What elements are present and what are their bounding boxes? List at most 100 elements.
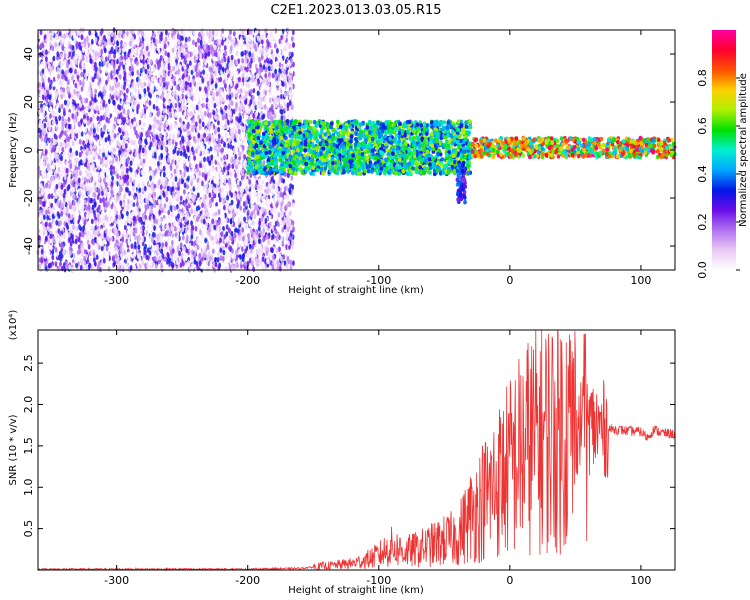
spectrogram-cell: [286, 86, 290, 93]
spectrogram-cell: [67, 116, 71, 123]
spectrogram-cell: [47, 244, 51, 250]
figure-title: C2E1.2023.013.03.05.R15: [270, 3, 441, 18]
spectrogram-cell: [103, 60, 106, 67]
spectrogram-cell: [83, 176, 87, 183]
spectrogram-cell: [144, 170, 148, 177]
spectrogram-cell: [217, 99, 221, 106]
spectrogram-cell: [235, 50, 239, 57]
spectrogram-cell: [147, 51, 151, 57]
spectrogram-cell: [233, 199, 237, 206]
spectrogram-cell: [149, 31, 153, 37]
spectrogram-cell: [92, 114, 95, 120]
spectrogram-cell: [91, 104, 94, 111]
spectrogram-cell: [292, 42, 295, 48]
spectrogram-cell: [197, 37, 200, 44]
spectrogram-cell: [202, 149, 206, 156]
spectrogram-cell: [222, 91, 226, 98]
spectrogram-cell: [262, 227, 266, 234]
spectrogram-cell: [135, 50, 139, 57]
spectrogram-cell: [218, 151, 222, 158]
spectrogram-cell: [136, 146, 139, 153]
spectrogram-cell: [174, 102, 178, 109]
spectrogram-cell: [103, 90, 106, 97]
spectrogram-cell: [280, 73, 284, 79]
spectrogram-cell: [273, 81, 276, 87]
spectrogram-cell: [171, 139, 175, 145]
spectrogram-cell: [67, 123, 71, 130]
spectrogram-cell: [149, 112, 152, 118]
spectrogram-cell: [284, 50, 288, 57]
spectrogram-cell: [146, 64, 150, 70]
spectrogram-cell: [148, 100, 152, 106]
spectrogram-cell: [171, 239, 174, 246]
spectrogram-cell: [240, 125, 244, 132]
spectrogram-cell: [118, 74, 122, 80]
spectrogram-cell: [125, 54, 129, 61]
spectrogram-cell: [288, 210, 292, 216]
spectrogram-cell: [220, 138, 224, 145]
spectrogram-cell: [204, 263, 208, 270]
spectrogram-cell: [49, 245, 53, 251]
spectrogram-cell: [254, 230, 258, 236]
spectrogram-cell: [208, 112, 212, 118]
spectrogram-cell: [103, 176, 106, 183]
spectrogram-cell: [221, 255, 225, 262]
spectrogram-cell: [154, 263, 158, 269]
spectrogram-cell: [69, 84, 72, 91]
spectrogram-cell: [200, 218, 204, 224]
spectrogram-cell: [99, 237, 102, 244]
spectrogram-cell: [67, 72, 70, 79]
spectrogram-cell: [172, 53, 175, 60]
spectrogram-cell: [168, 180, 172, 187]
spectrogram-cell: [57, 146, 61, 153]
spectrogram-cell: [88, 185, 92, 192]
spectrogram-cell: [184, 36, 188, 43]
spectrogram-cell: [292, 61, 295, 68]
spectrogram-cell: [128, 136, 132, 143]
spectrogram-cell: [54, 261, 58, 267]
spectrogram-cell: [264, 28, 268, 34]
spectrogram-cell: [122, 75, 126, 82]
spectrogram-cell: [204, 110, 207, 117]
spectrogram-cell: [213, 102, 217, 109]
spectrogram-cell: [184, 153, 188, 159]
spectrogram-cell: [268, 72, 271, 78]
spectrogram-cell: [192, 125, 196, 131]
spectrogram-cell: [252, 266, 256, 273]
spectrogram-cell: [146, 32, 150, 39]
spectrogram-cell: [168, 146, 172, 153]
spectrogram-cell: [201, 172, 205, 178]
spectrogram-cell: [88, 30, 92, 36]
spectrogram-cell: [205, 128, 208, 134]
spectrogram-cell: [186, 166, 190, 173]
spectrogram-cell: [169, 44, 173, 51]
spectrogram-cell: [58, 115, 62, 121]
spectrogram-cell: [237, 219, 241, 226]
spectrogram-cell: [164, 59, 168, 65]
spectrogram-cell: [194, 41, 198, 48]
spectrogram-cell: [262, 264, 265, 271]
spectrogram-cell: [244, 223, 248, 230]
spectrogram-cell: [251, 220, 255, 226]
spectrogram-cell: [192, 29, 196, 36]
spectrogram-cell: [59, 142, 63, 148]
spectrogram-cell: [73, 119, 76, 125]
spectrogram-cell: [94, 88, 98, 95]
spectrogram-cell: [281, 49, 284, 55]
spectrogram-cell: [98, 61, 102, 67]
spectrogram-cell: [164, 50, 168, 57]
spectrogram-cell: [274, 74, 277, 80]
spectrogram-cell: [67, 179, 70, 185]
spectrogram-cell: [173, 225, 177, 232]
spectrogram-cell: [153, 151, 157, 158]
spectrogram-cell: [198, 170, 202, 176]
spectrogram-cell: [234, 153, 238, 160]
spectrogram-cell: [65, 160, 69, 166]
spectrogram-cell: [226, 69, 229, 75]
spectrogram-cell: [226, 195, 230, 201]
spectrogram-cell: [39, 230, 43, 236]
spectrogram-cell: [97, 164, 101, 171]
spectrogram-cell: [59, 261, 62, 267]
